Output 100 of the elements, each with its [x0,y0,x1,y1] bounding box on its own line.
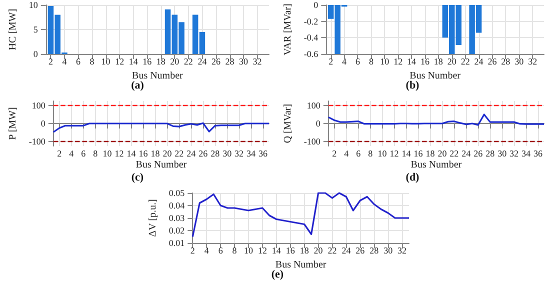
x-tick-label: 12 [114,148,124,158]
y-tick-label: 0 [316,118,321,128]
x-tick-label: 4 [204,246,210,256]
x-tick-label: 30 [384,246,394,256]
y-tick-label: 5 [33,24,38,34]
x-tick-label: 34 [522,148,532,158]
y-axis-title: ΔV [p.u.] [148,199,158,237]
x-tick-label: 10 [101,56,111,66]
x-tick-label: 28 [225,56,235,66]
x-tick-label: 16 [142,56,152,66]
y-tick-label: -100 [304,136,321,146]
x-tick-label: 26 [474,148,484,158]
x-tick-label: 12 [390,148,399,158]
x-tick-label: 36 [534,148,544,158]
x-tick-label: 8 [93,148,98,158]
y-axis-title: P [MW] [8,107,18,140]
x-axis-title: Bus Number [410,160,462,170]
x-tick-label: 2 [328,56,334,66]
y-tick-label: 0.02 [168,226,185,236]
x-tick-label: 24 [342,246,352,256]
x-tick-label: 26 [488,56,498,66]
x-tick-label: 4 [69,148,74,158]
x-axis-title: Bus Number [136,160,188,170]
x-tick-label: 32 [252,56,262,66]
x-tick-label: 20 [314,246,324,256]
x-tick-label: 18 [156,56,166,66]
x-tick-label: 28 [501,56,511,66]
x-tick-label: 6 [356,148,362,158]
y-tick-label: -0.2 [304,16,318,26]
x-tick-label: 4 [62,56,68,66]
y-axis-title: Q [MVar] [282,104,294,144]
x-tick-label: 18 [434,56,444,66]
x-tick-label: 32 [398,246,407,256]
x-tick-label: 22 [184,56,193,66]
x-tick-label: 36 [258,148,268,158]
y-tick-label: -0.6 [304,49,319,59]
y-tick-label: -100 [28,136,46,146]
x-tick-label: 10 [102,148,112,158]
x-tick-label: 26 [211,56,221,66]
x-tick-label: 10 [244,246,254,256]
x-tick-label: 2 [190,246,195,256]
x-tick-label: 12 [258,246,267,256]
x-tick-label: 22 [450,148,459,158]
y-tick-label: 10 [28,0,38,10]
text: (a) [131,80,144,92]
y-tick-label: 0 [40,118,46,128]
x-tick-label: 14 [402,148,412,158]
x-tick-label: 12 [394,56,403,66]
x-tick-label: 20 [162,148,172,158]
x-tick-label: 14 [407,56,417,66]
x-tick-label: 30 [222,148,232,158]
x-tick-label: 16 [286,246,296,256]
x-axis-title: Bus Number [132,70,184,82]
x-tick-label: 16 [414,148,424,158]
x-tick-label: 18 [150,148,160,158]
x-tick-label: 18 [300,246,310,256]
x-tick-label: 6 [76,56,82,66]
x-tick-label: 32 [234,148,244,158]
x-tick-label: 24 [198,56,208,66]
x-tick-label: 16 [138,148,148,158]
x-axis-title: Bus Number [275,259,327,270]
text: (d) [406,172,420,184]
x-tick-label: 24 [474,56,484,66]
text: (c) [131,172,144,184]
y-tick-label: 0.04 [168,200,186,210]
x-tick-label: 32 [510,148,519,158]
x-tick-label: 30 [239,56,249,66]
y-axis-title: VAR [MVar] [282,4,294,56]
x-tick-label: 10 [378,148,388,158]
x-tick-label: 2 [332,148,337,158]
x-tick-label: 20 [447,56,457,66]
x-tick-label: 30 [498,148,508,158]
x-tick-label: 14 [128,56,138,66]
x-tick-label: 28 [486,148,496,158]
text: (b) [406,80,420,92]
x-tick-label: 8 [90,56,95,66]
y-tick-label: 100 [306,100,321,110]
x-tick-label: 30 [514,56,524,66]
x-tick-label: 12 [115,56,124,66]
x-tick-label: 6 [356,56,360,66]
x-tick-label: 24 [186,148,196,158]
y-tick-label: 0.01 [168,238,185,248]
y-tick-label: -0.4 [304,32,319,43]
y-tick-label: 0 [33,49,38,59]
x-tick-label: 8 [232,246,238,256]
y-tick-label: 100 [32,100,46,110]
x-tick-label: 28 [210,148,220,158]
x-tick-label: 22 [328,246,337,256]
x-tick-label: 6 [218,246,224,256]
x-tick-label: 14 [126,148,136,158]
x-tick-label: 2 [48,56,53,66]
x-tick-label: 10 [380,56,390,66]
y-tick-label: 0.03 [168,213,186,223]
x-tick-label: 22 [174,148,184,158]
x-tick-label: 20 [170,56,180,66]
x-tick-label: 22 [460,56,470,66]
x-tick-label: 2 [57,148,62,158]
x-tick-label: 4 [342,56,348,66]
x-tick-label: 28 [370,246,380,256]
x-tick-label: 32 [528,56,538,66]
